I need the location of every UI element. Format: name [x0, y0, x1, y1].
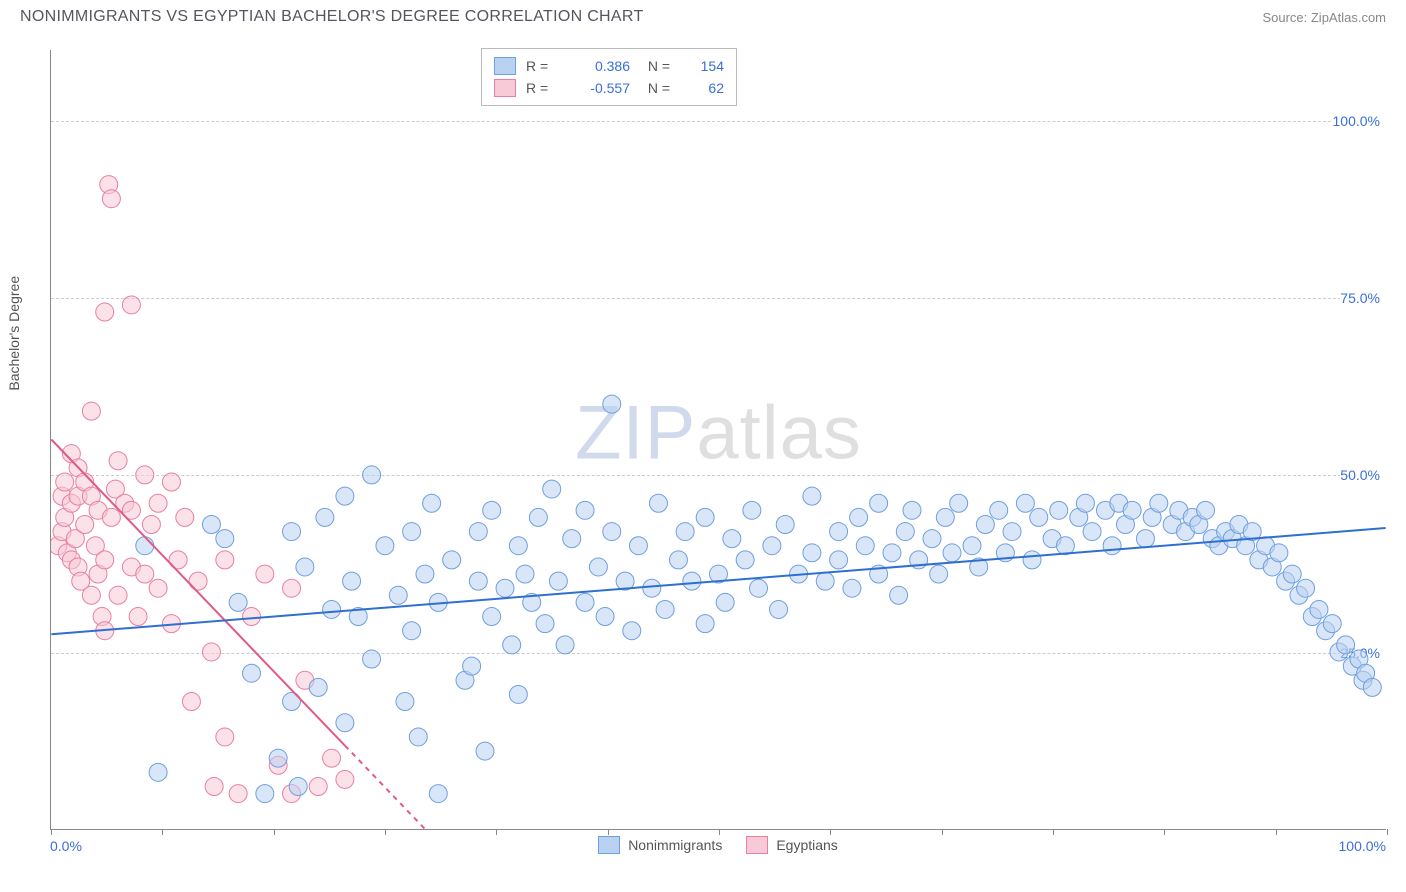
legend-r-value-b: -0.557	[566, 80, 630, 96]
x-axis-labels: 0.0% 100.0%	[50, 838, 1386, 854]
swatch-egyptians	[494, 79, 516, 97]
legend-n-value-a: 154	[680, 58, 724, 74]
swatch-nonimmigrants	[494, 57, 516, 75]
legend-row-egyptians: R = -0.557 N = 62	[494, 77, 724, 99]
legend-r-label: R =	[526, 80, 556, 96]
x-axis-max: 100.0%	[1339, 838, 1386, 854]
scatter-svg	[51, 50, 1386, 829]
plot-area: ZIPatlas R = 0.386 N = 154 R = -0.557 N …	[50, 50, 1386, 830]
y-axis-title: Bachelor's Degree	[6, 276, 22, 391]
source-attribution: Source: ZipAtlas.com	[1262, 10, 1386, 25]
legend-n-label: N =	[640, 80, 670, 96]
legend-r-value-a: 0.386	[566, 58, 630, 74]
x-axis-min: 0.0%	[50, 838, 82, 854]
legend-n-label: N =	[640, 58, 670, 74]
legend-n-value-b: 62	[680, 80, 724, 96]
legend-r-label: R =	[526, 58, 556, 74]
legend-row-nonimmigrants: R = 0.386 N = 154	[494, 55, 724, 77]
correlation-legend: R = 0.386 N = 154 R = -0.557 N = 62	[481, 48, 737, 106]
chart-title: NONIMMIGRANTS VS EGYPTIAN BACHELOR'S DEG…	[20, 8, 644, 26]
